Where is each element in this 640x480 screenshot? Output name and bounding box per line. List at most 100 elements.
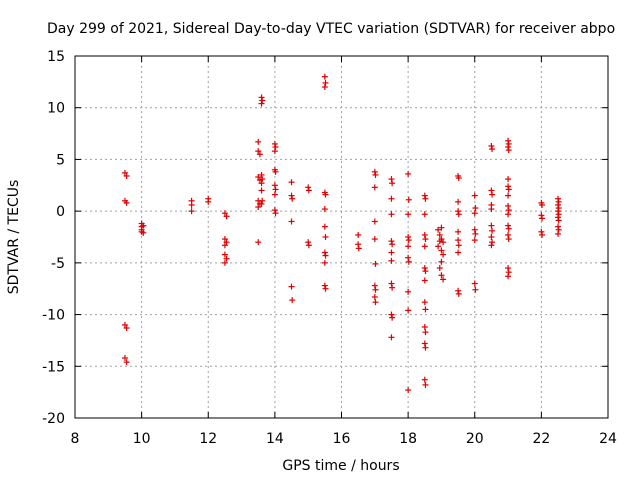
data-point xyxy=(422,195,429,202)
data-point xyxy=(321,223,328,230)
y-tick-label: -10 xyxy=(42,308,65,324)
x-tick-label: 20 xyxy=(466,431,484,447)
data-point xyxy=(421,243,428,250)
data-point xyxy=(421,277,428,284)
data-point xyxy=(455,242,462,249)
data-point xyxy=(371,236,378,243)
data-point xyxy=(421,231,428,238)
data-point xyxy=(405,211,412,218)
axis-ticks: 8 10 12 14 16 18 20 22 24 -20 -15 -10 -5 0 5 10 15 xyxy=(42,49,617,447)
data-point xyxy=(539,201,546,208)
data-point xyxy=(121,321,128,328)
data-point xyxy=(488,206,495,213)
data-point xyxy=(221,242,228,249)
data-point xyxy=(388,195,395,202)
data-point xyxy=(505,176,512,183)
data-point xyxy=(389,314,396,321)
data-point xyxy=(538,212,545,219)
data-point xyxy=(539,215,546,222)
data-point xyxy=(322,252,329,259)
data-point xyxy=(221,210,228,217)
data-point xyxy=(305,242,312,249)
data-point xyxy=(221,236,228,243)
data-point xyxy=(205,198,212,205)
y-axis-label: SDTVAR / TECUs xyxy=(6,180,22,295)
y-tick-label: -15 xyxy=(42,359,65,375)
data-point xyxy=(140,222,147,229)
data-point xyxy=(272,210,279,217)
data-point xyxy=(538,228,545,235)
data-point xyxy=(555,226,562,233)
data-point xyxy=(371,218,378,225)
data-point xyxy=(438,272,445,279)
data-point xyxy=(288,192,295,199)
x-tick-label: 8 xyxy=(71,431,80,447)
data-point xyxy=(489,227,496,234)
data-point xyxy=(322,234,329,240)
x-tick-label: 18 xyxy=(399,431,417,447)
data-point xyxy=(259,197,266,204)
data-point xyxy=(258,171,265,178)
data-point xyxy=(421,323,428,330)
data-point xyxy=(555,217,562,224)
x-tick-label: 12 xyxy=(199,431,217,447)
grid-lines xyxy=(75,56,608,418)
data-point xyxy=(440,239,447,246)
data-point xyxy=(371,168,378,175)
data-point xyxy=(505,225,512,232)
data-point xyxy=(471,210,478,217)
data-point xyxy=(371,184,378,191)
data-point xyxy=(223,213,230,220)
data-point xyxy=(421,376,428,383)
data-point xyxy=(455,290,462,297)
data-point xyxy=(289,195,296,202)
data-point xyxy=(505,144,512,151)
data-point xyxy=(221,259,228,266)
x-tick-label: 22 xyxy=(532,431,550,447)
data-point xyxy=(355,241,362,248)
data-point xyxy=(272,186,279,193)
data-point xyxy=(258,100,265,107)
data-point xyxy=(505,186,512,193)
data-point xyxy=(371,293,378,300)
data-point xyxy=(388,211,395,218)
data-point xyxy=(471,237,478,244)
data-point xyxy=(471,226,478,233)
data-point xyxy=(505,236,512,243)
data-point xyxy=(505,140,512,147)
data-point xyxy=(555,230,562,237)
data-point xyxy=(438,247,445,254)
data-point xyxy=(321,282,328,289)
data-point xyxy=(438,224,445,231)
data-point xyxy=(121,355,128,362)
data-point xyxy=(505,269,512,276)
data-point xyxy=(405,196,412,203)
data-point xyxy=(123,199,130,206)
data-point xyxy=(255,148,262,155)
data-point xyxy=(455,237,462,244)
data-point xyxy=(405,307,412,314)
data-point xyxy=(505,183,512,190)
data-point xyxy=(188,208,195,215)
data-point xyxy=(421,211,428,218)
data-point xyxy=(258,94,265,101)
data-point xyxy=(305,184,312,191)
data-point xyxy=(288,218,295,225)
data-point xyxy=(505,211,512,218)
data-point xyxy=(123,172,130,179)
data-point xyxy=(405,237,412,244)
data-point xyxy=(472,205,479,212)
data-point xyxy=(555,211,562,218)
data-point xyxy=(258,180,265,187)
data-point xyxy=(505,192,512,199)
data-point xyxy=(259,97,266,104)
data-point xyxy=(555,201,562,208)
data-point xyxy=(555,208,562,215)
data-point xyxy=(455,198,462,205)
data-point xyxy=(121,169,128,176)
data-point xyxy=(455,287,462,294)
y-tick-label: 0 xyxy=(56,204,65,220)
data-point xyxy=(489,191,496,198)
data-point xyxy=(388,334,395,341)
